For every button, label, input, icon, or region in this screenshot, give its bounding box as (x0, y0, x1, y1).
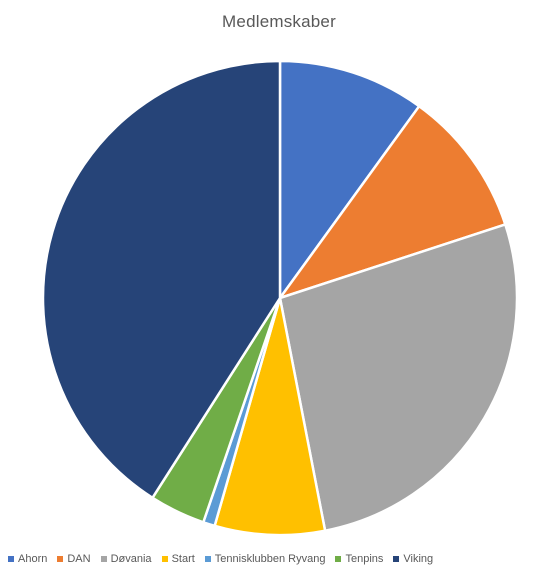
chart-legend: Ahorn DAN Døvania Start Tennisklubben Ryvang… (0, 550, 558, 568)
legend-label: Start (171, 553, 195, 565)
chart-title: Medlemskaber (222, 12, 336, 31)
legend-swatch (100, 556, 107, 562)
pie-plot (41, 59, 519, 537)
legend-swatch (57, 556, 64, 562)
legend-swatch (8, 556, 14, 562)
pie-slice-viking (41, 59, 282, 500)
legend-swatch (335, 556, 342, 562)
pie-slice-start (213, 296, 327, 537)
legend-label: Viking (403, 553, 434, 565)
legend-label: Ahorn (18, 553, 48, 565)
legend-item: Døvania (100, 553, 152, 565)
pie-slice-d-vania (278, 223, 519, 532)
legend-label: Døvania (110, 553, 152, 565)
legend-item: Ahorn (8, 553, 47, 565)
legend-swatch (161, 556, 168, 562)
pie-slice-dan (278, 104, 507, 300)
legend-label: DAN (67, 553, 91, 565)
legend-label: Tenpins (345, 553, 384, 565)
pie-slice-ahorn (278, 59, 421, 300)
legend-swatch (204, 556, 211, 562)
legend-item: DAN (57, 553, 91, 565)
legend-item: Start (161, 553, 195, 565)
legend-item: Tennisklubben Ryvang (204, 553, 326, 565)
legend-label: Tennisklubben Ryvang (214, 553, 326, 565)
legend-item: Viking (393, 553, 433, 565)
legend-item: Tenpins (335, 553, 383, 565)
legend-swatch (393, 556, 400, 562)
